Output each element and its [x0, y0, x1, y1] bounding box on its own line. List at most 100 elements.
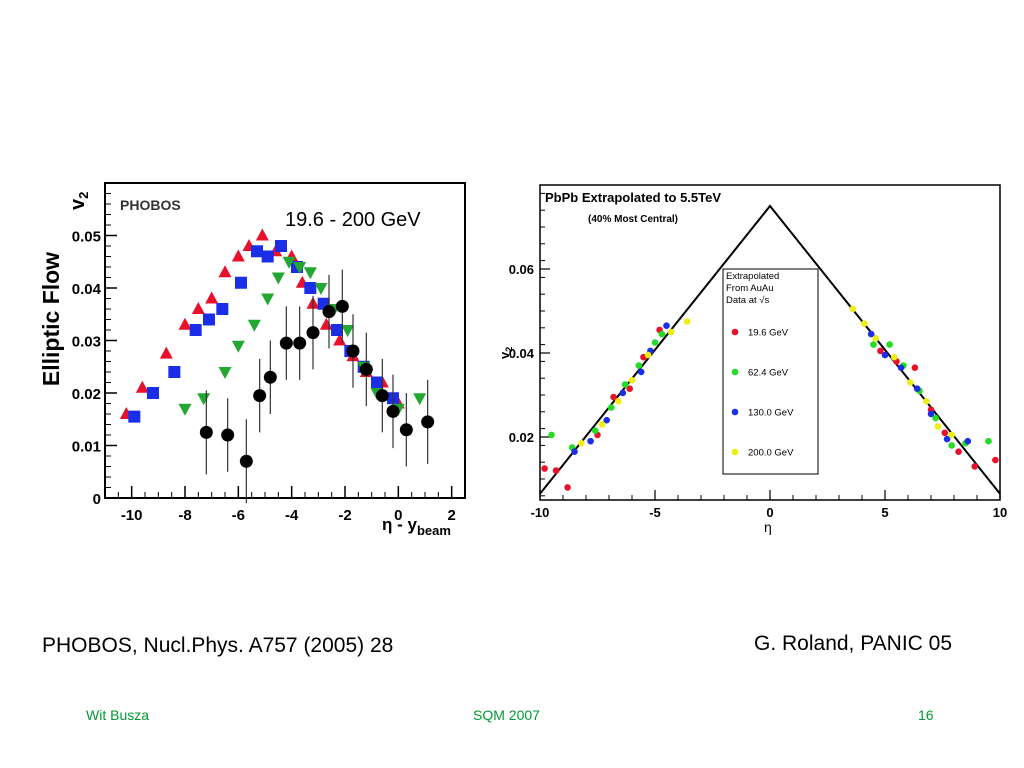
- data-point: [637, 368, 645, 376]
- data-point: [948, 431, 955, 439]
- y-tick-label: 0: [93, 491, 101, 508]
- triangle-up-point: [205, 291, 219, 304]
- right-citation: G. Roland, PANIC 05: [754, 632, 953, 655]
- data-point: [927, 410, 935, 418]
- square-point: [275, 240, 287, 252]
- x-tick-label: -6: [232, 507, 245, 524]
- legend-marker: [731, 408, 739, 416]
- data-point: [985, 437, 992, 445]
- data-point: [923, 398, 930, 405]
- triangle-up-point: [255, 228, 269, 241]
- data-point: [861, 320, 868, 327]
- legend-marker: [731, 448, 739, 456]
- left-citation: PHOBOS, Nucl.Phys. A757 (2005) 28: [42, 634, 394, 657]
- footer-page-number: 16: [918, 707, 934, 723]
- elliptic-flow-label: Elliptic Flow: [38, 251, 64, 387]
- data-point: [658, 330, 666, 338]
- x-tick-label: -8: [178, 507, 191, 524]
- phobos-chart-title: PHOBOS: [120, 197, 181, 213]
- circle-point: [359, 362, 373, 376]
- circle-point: [199, 425, 213, 439]
- x-tick-label: -5: [649, 505, 661, 520]
- data-point: [571, 448, 578, 456]
- y-tick-label: 0.06: [509, 262, 534, 277]
- circle-point: [253, 389, 267, 403]
- triangle-down-point: [271, 272, 285, 285]
- triangle-down-point: [282, 256, 296, 269]
- y-tick-label: 0.04: [72, 281, 102, 298]
- right-y-axis-label: v2: [497, 347, 514, 359]
- data-point: [651, 339, 659, 346]
- data-point: [932, 414, 939, 422]
- legend-marker: [731, 368, 739, 376]
- data-point: [881, 351, 889, 359]
- triangle-down-point: [413, 393, 427, 406]
- circle-point: [263, 370, 277, 384]
- data-point: [614, 398, 622, 405]
- legend-header-line: From AuAu: [726, 283, 774, 294]
- pbpb-chart-title: PbPb Extrapolated to 5.5TeV: [545, 190, 721, 205]
- x-tick-label: 10: [993, 505, 1007, 520]
- phobos-v2-chart: PHOBOS 19.6 - 200 GeV -10 -8 -6 -4 -2 0 2 0 0.01…: [70, 182, 466, 538]
- triangle-down-point: [218, 367, 232, 379]
- data-point: [644, 351, 652, 359]
- data-point: [913, 385, 921, 392]
- x-tick-label: -2: [338, 507, 351, 524]
- data-point: [628, 377, 636, 384]
- data-point: [867, 330, 875, 338]
- footer-conference: SQM 2007: [473, 707, 540, 723]
- circle-point: [335, 299, 349, 313]
- circle-point: [346, 344, 360, 358]
- triangle-down-point: [261, 293, 275, 306]
- data-point: [635, 362, 643, 369]
- square-point: [168, 366, 181, 378]
- triangle-down-point: [293, 262, 307, 274]
- data-point: [964, 437, 972, 445]
- square-point: [189, 324, 202, 336]
- circle-point: [221, 428, 235, 442]
- data-point: [897, 364, 905, 371]
- data-point: [849, 305, 857, 313]
- square-point: [371, 376, 383, 389]
- data-point: [621, 381, 629, 388]
- legend-entry: 62.4 GeV: [748, 368, 789, 379]
- circle-point: [293, 336, 307, 350]
- pbpb-extrapolation-chart: PbPb Extrapolated to 5.5TeV (40% Most Ce…: [497, 184, 1007, 535]
- square-point: [203, 313, 215, 326]
- circle-point: [279, 336, 293, 350]
- data-point: [610, 393, 617, 401]
- data-point: [934, 423, 942, 430]
- triangle-down-point: [247, 319, 261, 332]
- left-y-axis-label: v2: [70, 192, 91, 210]
- circle-point: [306, 326, 320, 340]
- x-tick-label: -10: [121, 507, 143, 524]
- y-tick-label: 0.04: [509, 346, 535, 361]
- data-point: [598, 421, 606, 428]
- data-point: [943, 435, 951, 443]
- x-tick-label: 5: [881, 505, 888, 520]
- x-tick-label: 2: [447, 507, 455, 524]
- square-point: [128, 410, 141, 423]
- circle-point: [239, 454, 253, 468]
- data-point: [578, 440, 585, 447]
- triangle-up-point: [135, 380, 149, 393]
- triangle-up-point: [231, 249, 245, 262]
- y-tick-label: 0.03: [72, 334, 101, 351]
- x-tick-label: 0: [394, 507, 402, 524]
- x-tick-label: -4: [285, 507, 299, 524]
- data-point: [877, 347, 884, 355]
- data-point: [886, 341, 893, 348]
- circle-point: [322, 305, 336, 319]
- square-point: [251, 245, 263, 258]
- data-point: [870, 341, 877, 348]
- y-tick-label: 0.01: [72, 439, 101, 456]
- legend-entry: 130.0 GeV: [748, 408, 794, 419]
- circle-point: [375, 389, 389, 403]
- data-point: [591, 427, 599, 434]
- data-point: [626, 385, 633, 392]
- data-point: [971, 463, 978, 470]
- legend-header-line: Data at √s: [726, 295, 769, 306]
- x-tick-label: 0: [766, 505, 773, 520]
- data-point: [619, 389, 627, 397]
- y-tick-label: 0.02: [72, 386, 101, 403]
